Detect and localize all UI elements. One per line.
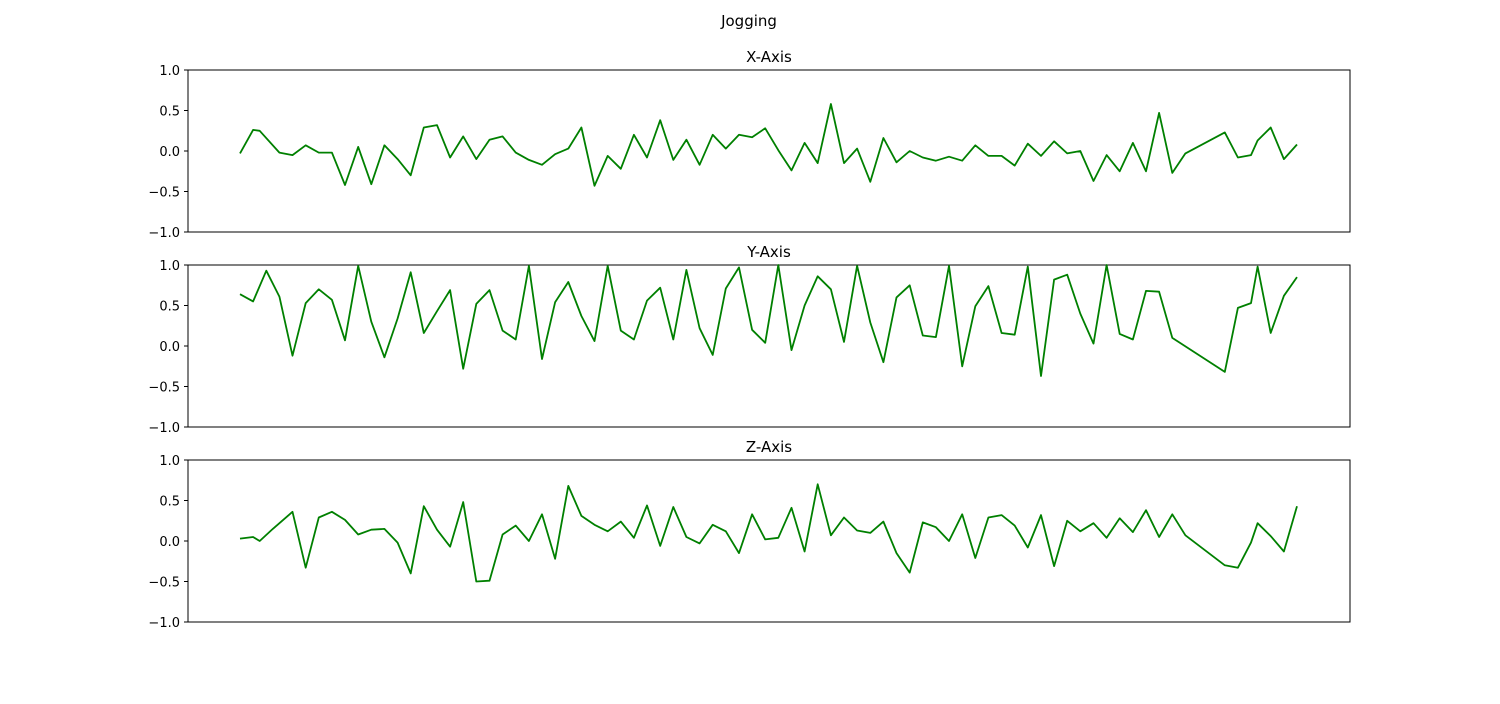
- x-axis-subplot-frame: [187, 69, 1351, 233]
- x-axis-ytick-label: 0.5: [159, 105, 180, 120]
- y-axis-ytick-label: −1.0: [148, 421, 180, 436]
- y-axis-series-line: [239, 264, 1298, 377]
- y-axis-ytick-label: 0.5: [159, 300, 180, 315]
- y-axis-subplot-yticks: 1.0 0.5 0.0 −0.5 −1.0: [148, 259, 188, 436]
- x-axis-ytick-label: −1.0: [148, 226, 180, 241]
- y-axis-subplot-frame: [187, 264, 1351, 428]
- x-axis-subplot-plot-area: [239, 103, 1298, 187]
- z-axis-series-line: [239, 483, 1298, 583]
- y-axis-subplot: Y-Axis 1.0 0.5 0.0 −0.5 −1.0: [148, 243, 1351, 436]
- y-axis-ytick-label: 0.0: [159, 340, 180, 355]
- x-axis-subplot-title: X-Axis: [746, 48, 792, 66]
- y-axis-subplot-plot-area: [239, 264, 1298, 377]
- x-axis-subplot-yticks: 1.0 0.5 0.0 −0.5 −1.0: [148, 64, 188, 241]
- z-axis-ytick-label: 1.0: [159, 454, 180, 469]
- x-axis-subplot: X-Axis 1.0 0.5 0.0 −0.5 −1.0: [148, 48, 1351, 241]
- z-axis-ytick-label: 0.5: [159, 495, 180, 510]
- x-axis-ytick-label: 0.0: [159, 145, 180, 160]
- z-axis-subplot-title: Z-Axis: [746, 438, 792, 456]
- y-axis-subplot-title: Y-Axis: [746, 243, 791, 261]
- z-axis-subplot-plot-area: [239, 483, 1298, 583]
- z-axis-ytick-label: 0.0: [159, 535, 180, 550]
- y-axis-ytick-label: −0.5: [148, 381, 180, 396]
- figure-suptitle: Jogging: [720, 12, 777, 30]
- x-axis-ytick-label: 1.0: [159, 64, 180, 79]
- z-axis-subplot-frame: [187, 459, 1351, 623]
- y-axis-ytick-label: 1.0: [159, 259, 180, 274]
- z-axis-subplot-yticks: 1.0 0.5 0.0 −0.5 −1.0: [148, 454, 188, 631]
- z-axis-subplot: Z-Axis 1.0 0.5 0.0 −0.5 −1.0: [148, 438, 1351, 631]
- z-axis-ytick-label: −1.0: [148, 616, 180, 631]
- x-axis-series-line: [239, 103, 1298, 187]
- x-axis-ytick-label: −0.5: [148, 186, 180, 201]
- z-axis-ytick-label: −0.5: [148, 576, 180, 591]
